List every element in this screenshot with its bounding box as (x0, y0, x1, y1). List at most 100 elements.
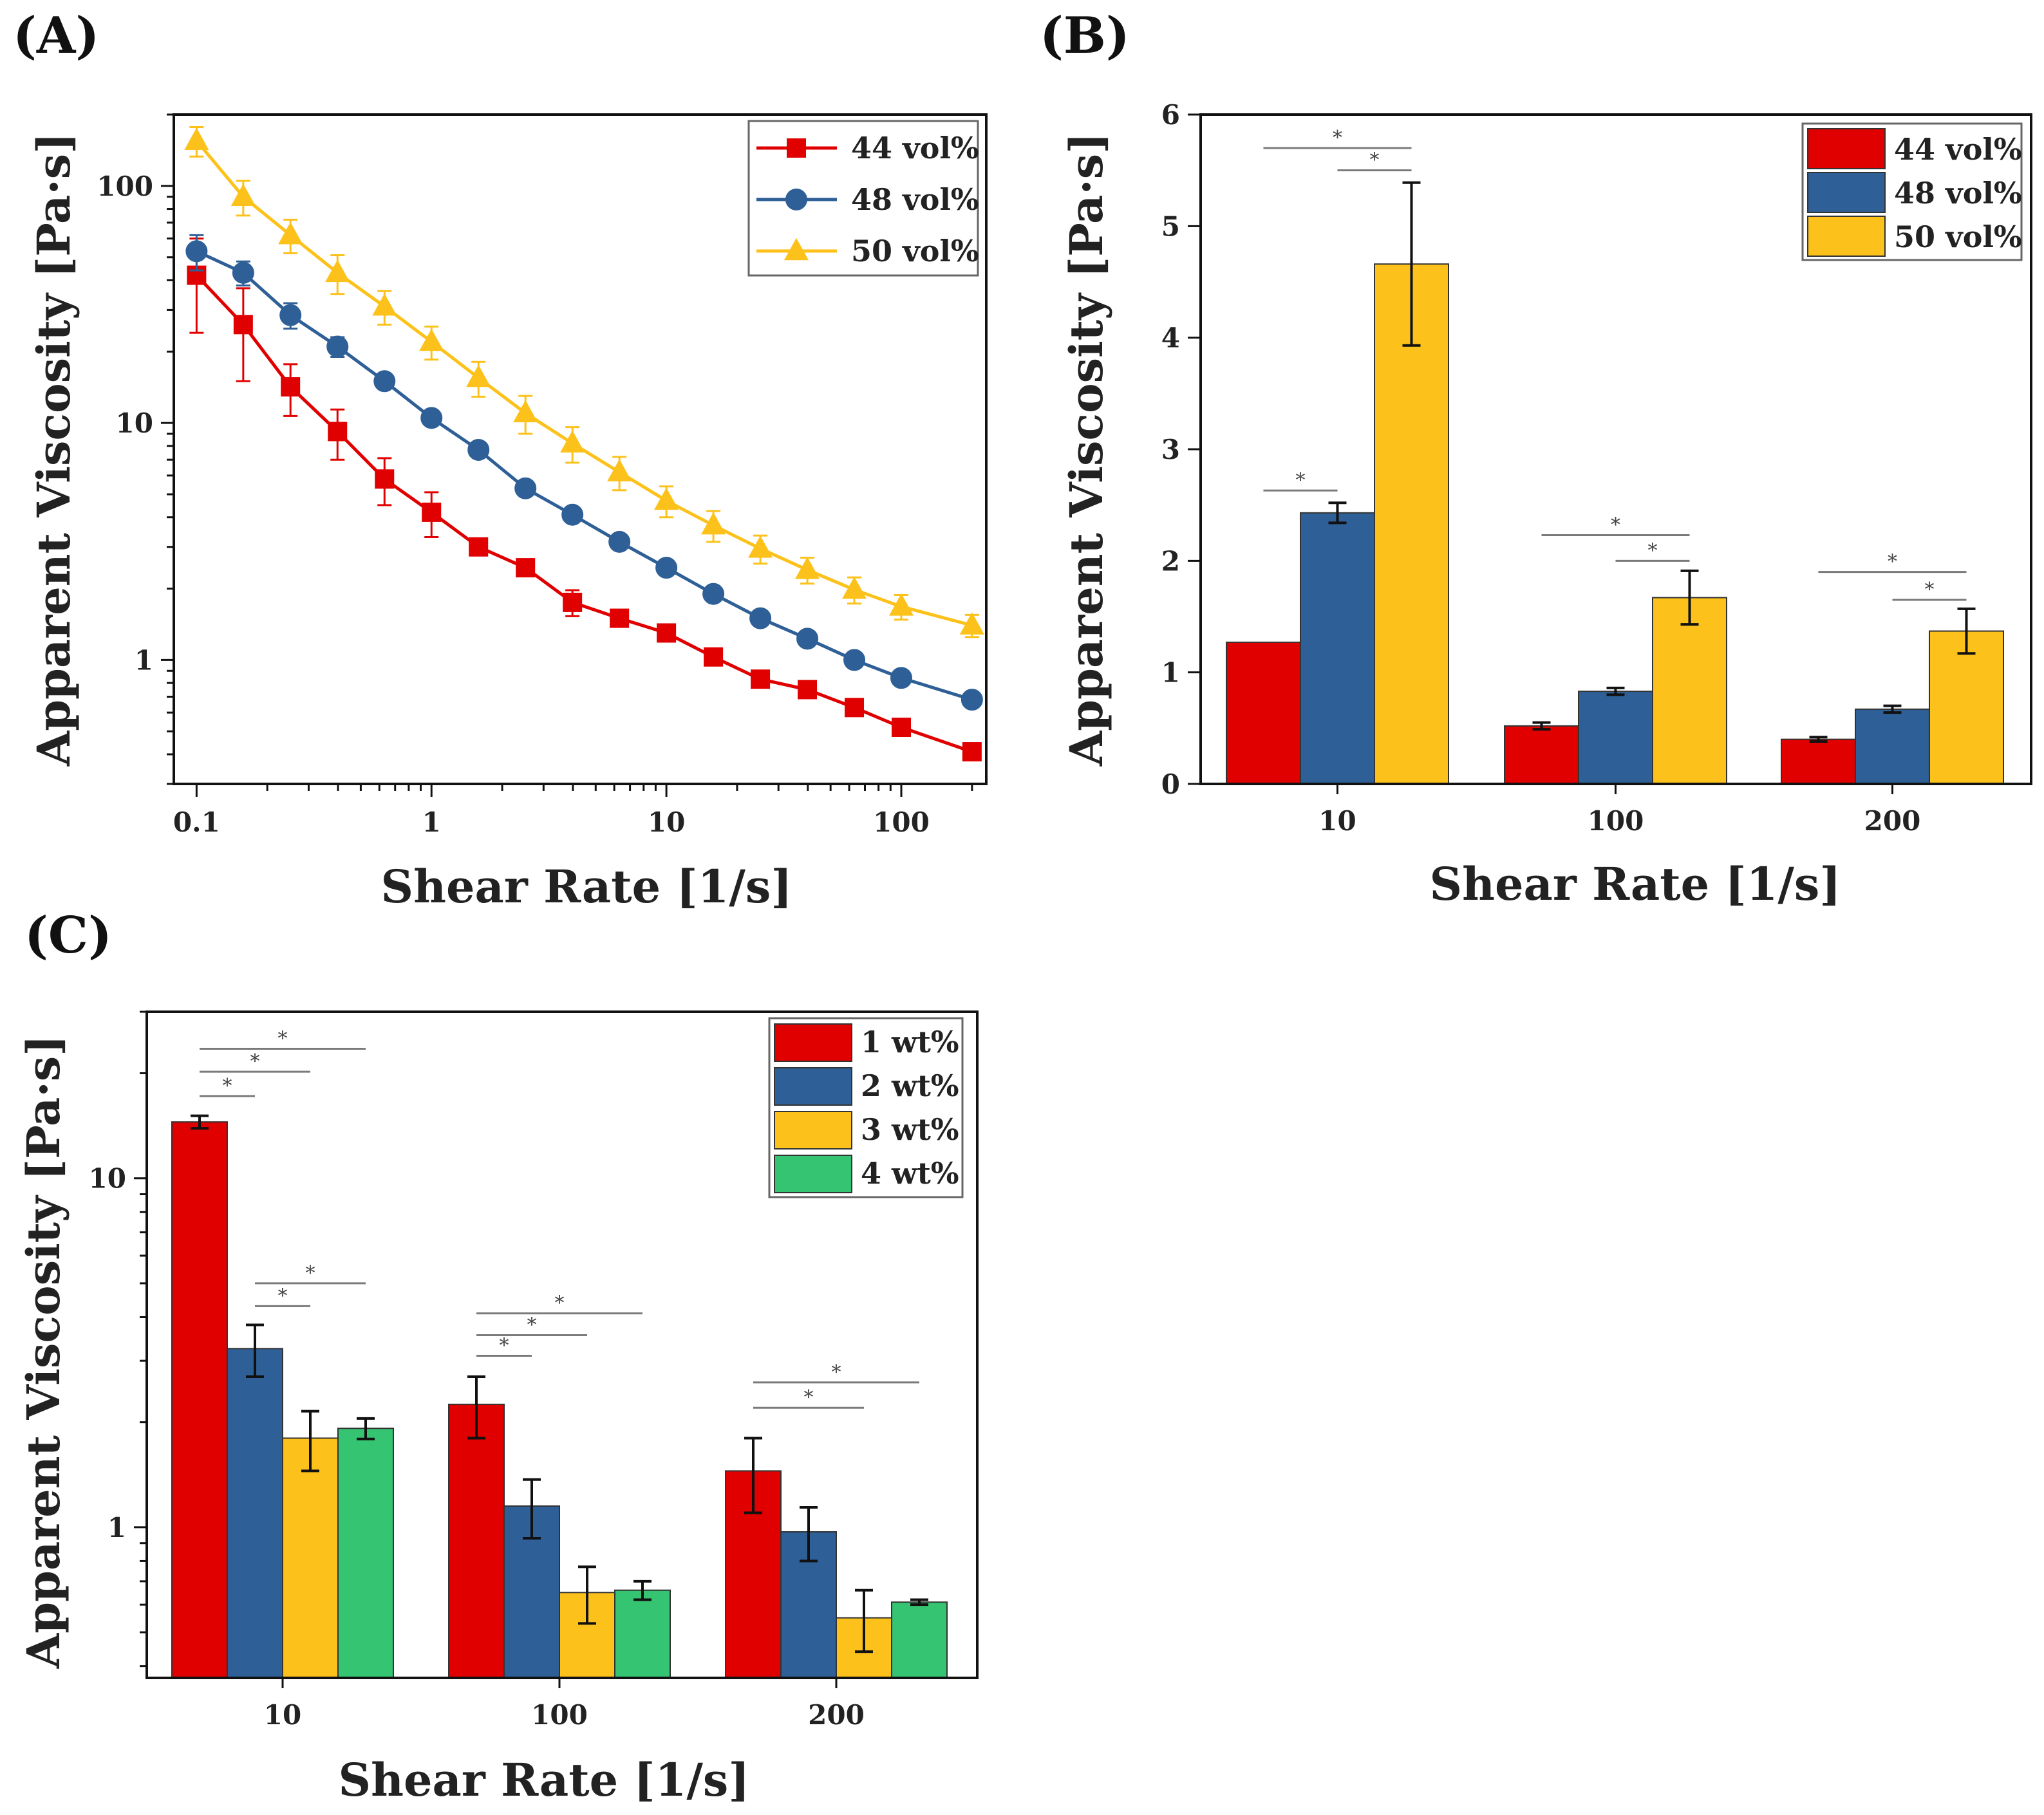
panel-a-s2-point-14 (796, 628, 819, 650)
panel-b-x-tick-label-10: 10 (1318, 805, 1356, 837)
panel-b-bar-chart: * * * * * * * 10 100 200 0 1 2 3 4 5 6 Shear Rate [1/s]… (1060, 99, 2032, 911)
panel-b-y-tick-label: 1 (1161, 657, 1180, 689)
panel-b-significance-star-2: * (1333, 127, 1342, 149)
panel-c-bar-10-4 (337, 1428, 394, 1679)
panel-c-significance-star-4: * (278, 1285, 288, 1307)
panel-a-s1-point-6 (422, 502, 442, 522)
panel-a-s1-point-13 (751, 669, 771, 689)
panel-c-bar-10-3 (282, 1437, 339, 1679)
panel-a-s2-point-4 (326, 335, 349, 358)
panel-a-s1-point-11 (657, 623, 677, 643)
panel-c-significance-star-3: * (278, 1028, 288, 1050)
panel-b-bar-200-2 (1855, 708, 1930, 785)
panel-a-x-tick-label: 1 (422, 806, 441, 838)
panel-c-legend-label-2: 2 wt% (861, 1068, 959, 1103)
panel-b-significance-star-5: * (1648, 539, 1658, 562)
panel-a-s3-point-16 (888, 593, 914, 616)
panel-c-x-tick-label-200: 200 (808, 1699, 865, 1731)
panel-c-bar-10-1 (171, 1121, 228, 1679)
panel-c-legend-swatch-3 (774, 1111, 852, 1150)
panel-b-significance-star-1: * (1296, 469, 1306, 492)
panel-b-y-axis-title: Apparent Viscosity [Pa·s] (1060, 133, 1113, 767)
panel-b-bar-10-3 (1374, 263, 1449, 785)
panel-b-bar-200-3 (1929, 630, 2004, 785)
panel-c-y-tick-label: 10 (89, 1163, 126, 1195)
panel-a-line-chart: 0.1 1 10 100 1 10 100 Shear Rate [1/s] Apparen… (27, 113, 988, 913)
panel-a-s2-point-13 (749, 607, 772, 629)
panel-label-a: (A) (13, 6, 99, 65)
panel-a-s2-point-6 (420, 407, 443, 429)
panel-a-s3-point-11 (654, 487, 679, 510)
panel-a-s3-point-5 (372, 293, 397, 316)
panel-a-s1-point-12 (704, 647, 724, 667)
panel-c-legend-label-3: 3 wt% (861, 1112, 959, 1147)
panel-a-s1-point-3 (281, 377, 301, 397)
panel-a-s1-point-15 (845, 698, 865, 718)
panel-b-y-tick-label: 5 (1161, 210, 1180, 242)
panel-c-y-tick-label: 1 (108, 1512, 126, 1543)
panel-a-s1-point-7 (469, 537, 489, 557)
panel-a-legend-marker-2 (785, 189, 807, 210)
panel-a-s3-point-7 (466, 364, 491, 387)
panel-a-s3-point-15 (841, 576, 867, 599)
panel-b-x-axis-title: Shear Rate [1/s] (1430, 857, 1841, 911)
panel-b-y-tick-label: 2 (1161, 545, 1180, 577)
panel-a-legend-marker-1 (787, 138, 806, 158)
panel-a-plot-frame (173, 113, 988, 785)
panel-b-legend-swatch-3 (1807, 216, 1886, 257)
panel-c-significance-star-6: * (500, 1334, 509, 1357)
panel-b-legend-swatch-2 (1807, 172, 1886, 213)
panel-b-legend-swatch-1 (1807, 128, 1886, 169)
panel-a-s2-point-5 (373, 370, 396, 393)
panel-a-s3-point-6 (419, 328, 444, 351)
panel-a-s3-point-3 (278, 222, 303, 245)
panel-a-s3-point-10 (607, 459, 632, 481)
panel-b-y-tick-label: 0 (1161, 768, 1180, 800)
panel-b-bar-10-1 (1226, 641, 1301, 785)
panel-b-y-tick-label: 4 (1161, 322, 1180, 354)
panel-b-y-tick-label: 3 (1161, 434, 1180, 465)
panel-a-y-axis-title: Apparent Viscosity [Pa·s] (27, 133, 80, 767)
panel-c-significance-star-7: * (527, 1314, 537, 1337)
panel-a-x-tick-label: 100 (873, 806, 930, 838)
panel-c-x-axis-title: Shear Rate [1/s] (339, 1753, 750, 1807)
panel-c-significance-star-8: * (555, 1292, 565, 1315)
panel-a-s2-point-11 (655, 557, 678, 579)
panel-c-significance-star-1: * (223, 1075, 232, 1097)
panel-c-legend-swatch-2 (774, 1067, 852, 1106)
panel-a-s1-point-5 (375, 469, 395, 489)
panel-b-bar-100-1 (1504, 725, 1579, 785)
panel-c-significance-star-9: * (804, 1386, 814, 1409)
panel-a-legend: 44 vol% 48 vol% 50 vol% (747, 120, 979, 277)
panel-a-s2-point-12 (702, 582, 725, 605)
panel-c-legend-label-1: 1 wt% (861, 1025, 959, 1059)
panel-a-series-line-2 (196, 250, 973, 702)
panel-b-x-tick-label-100: 100 (1588, 805, 1644, 837)
panel-a-legend-label-1: 44 vol% (851, 131, 979, 165)
panel-c-bar-200-4 (891, 1601, 948, 1679)
panel-c-x-tick-label-10: 10 (264, 1699, 301, 1731)
panel-a-s1-point-8 (516, 558, 536, 578)
panel-a-x-tick-label: 10 (648, 806, 685, 838)
panel-a-legend-label-3: 50 vol% (851, 234, 979, 268)
panel-b-legend-label-2: 48 vol% (1894, 176, 2022, 210)
panel-a-s1-point-14 (798, 680, 818, 700)
panel-a-y-tick-label: 100 (97, 171, 153, 202)
panel-a-s2-point-1 (185, 240, 208, 263)
panel-c-bar-100-1 (448, 1403, 505, 1679)
panel-b-legend: 44 vol% 48 vol% 50 vol% (1801, 122, 2023, 261)
panel-c-significance-star-5: * (306, 1262, 315, 1285)
panel-a-s2-point-8 (514, 477, 537, 499)
panel-a-y-tick-label: 1 (135, 644, 153, 676)
panel-c-legend-swatch-1 (774, 1023, 852, 1062)
panel-b-significance-star-7: * (1925, 579, 1935, 601)
panel-a-s2-point-16 (890, 667, 913, 689)
panel-c-legend: 1 wt% 2 wt% 3 wt% 4 wt% (768, 1017, 964, 1198)
panel-a-s1-point-10 (610, 608, 630, 628)
panel-a-s1-point-17 (962, 742, 982, 762)
panel-a-s1-point-9 (563, 592, 583, 612)
panel-a-s1-point-2 (233, 315, 253, 335)
panel-b-legend-label-1: 44 vol% (1894, 132, 2022, 167)
